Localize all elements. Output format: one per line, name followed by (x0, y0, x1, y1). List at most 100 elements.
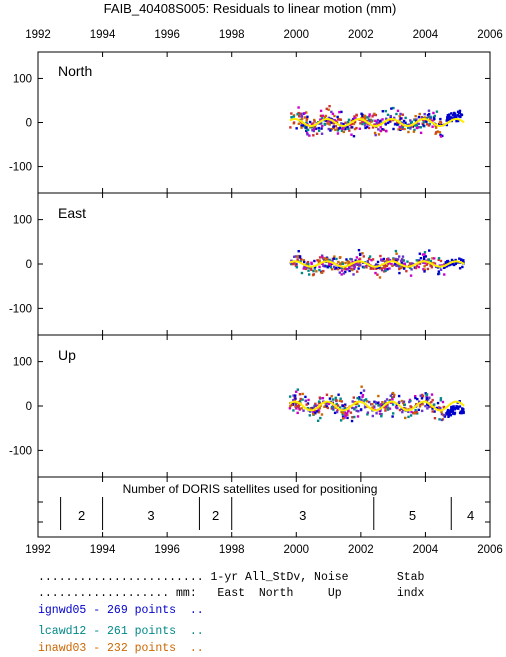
residual-point (366, 116, 369, 119)
residual-point (313, 265, 317, 269)
residual-point (427, 109, 431, 112)
residual-point (375, 267, 378, 270)
residual-point (404, 416, 407, 420)
residual-point (414, 124, 417, 127)
residual-point (392, 106, 395, 110)
residual-point (318, 396, 322, 399)
residual-point (430, 405, 433, 408)
residual-point (389, 394, 393, 397)
residual-point (352, 273, 355, 276)
residual-point (346, 259, 349, 263)
residual-point (332, 265, 336, 269)
residual-point (344, 127, 347, 131)
residual-point (387, 257, 390, 260)
residual-point (418, 405, 422, 408)
residual-point (400, 266, 403, 270)
residual-point (378, 120, 382, 123)
residual-point (383, 405, 386, 409)
residual-point (381, 118, 384, 121)
bottom-x-tick-label: 2006 (477, 544, 503, 556)
residual-point (373, 405, 376, 408)
residual-point (354, 259, 357, 262)
residual-point (438, 131, 441, 134)
residual-point (454, 258, 457, 262)
residual-point (384, 123, 387, 126)
residual-point (428, 396, 431, 399)
residual-point (317, 261, 321, 264)
residual-point (330, 121, 333, 124)
residual-point (429, 264, 432, 267)
residual-point (307, 273, 311, 276)
residual-point (412, 130, 416, 133)
residual-point (386, 268, 389, 271)
residual-point (377, 128, 380, 131)
residual-point (335, 410, 339, 414)
residual-point (294, 255, 298, 258)
residual-point (298, 393, 302, 396)
residual-point (439, 133, 442, 137)
residual-point (421, 395, 425, 398)
residual-point (448, 263, 451, 267)
residual-point (333, 119, 337, 122)
residual-point (419, 256, 423, 260)
residual-point (358, 127, 362, 130)
residual-point (448, 113, 451, 116)
residual-point (338, 271, 342, 274)
residual-point (342, 411, 345, 415)
residual-point (384, 400, 387, 403)
residual-point (339, 419, 343, 422)
residual-point (297, 250, 300, 253)
residual-point (409, 127, 412, 130)
residual-point (317, 126, 321, 130)
residual-point (296, 388, 300, 391)
residual-point (394, 122, 397, 126)
residual-point (346, 120, 350, 124)
residual-point (390, 262, 393, 266)
residual-point (427, 398, 430, 401)
residual-point (428, 249, 431, 252)
residual-point (339, 256, 342, 259)
residual-point (384, 409, 387, 412)
residual-point (319, 118, 322, 121)
residual-point (328, 258, 331, 262)
residual-point (350, 133, 353, 136)
residual-point (423, 112, 426, 116)
residual-point (433, 417, 437, 420)
residual-point (386, 263, 390, 266)
residual-point (395, 252, 398, 255)
residual-point (318, 259, 321, 262)
residual-point (297, 106, 300, 109)
residual-point (366, 260, 369, 263)
residual-point (459, 113, 463, 116)
residual-point (340, 400, 343, 403)
residual-point (333, 114, 336, 118)
residual-point (363, 114, 366, 117)
residual-point (320, 132, 324, 135)
residual-point (392, 127, 395, 131)
residual-point (453, 411, 457, 415)
residual-point (414, 396, 417, 400)
residual-point (426, 262, 429, 265)
residual-point (360, 116, 363, 120)
residual-point (321, 256, 324, 259)
residual-point (320, 413, 324, 416)
residual-point (341, 127, 344, 131)
residual-point (443, 415, 447, 418)
residual-point (422, 261, 425, 264)
residual-point (431, 407, 434, 410)
residual-point (407, 130, 410, 134)
residual-point (298, 408, 301, 411)
residual-point (290, 403, 294, 407)
residual-point (351, 268, 354, 272)
residual-point (300, 271, 304, 275)
residual-point (403, 403, 407, 406)
residual-point (409, 119, 412, 122)
residual-point (303, 116, 307, 119)
residual-point (440, 410, 443, 414)
residual-point (438, 121, 442, 125)
residual-point (349, 411, 353, 414)
residual-point (295, 127, 298, 130)
residual-point (303, 260, 306, 264)
residual-point (338, 399, 342, 403)
residual-point (295, 407, 298, 410)
